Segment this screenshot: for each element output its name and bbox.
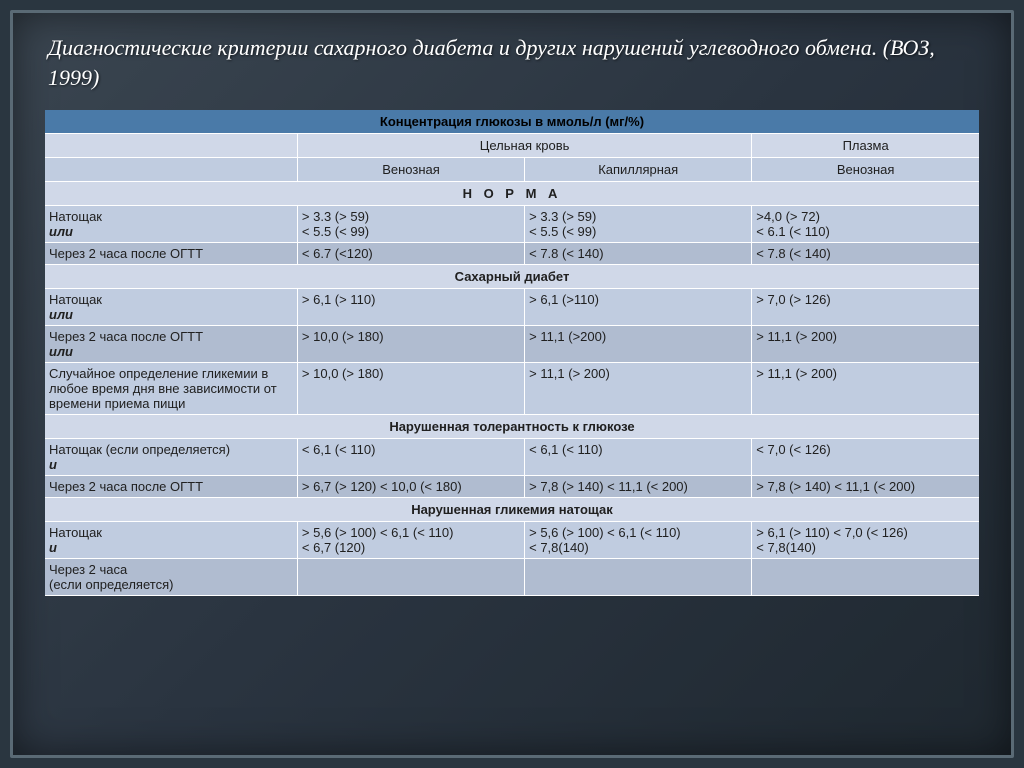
section-igt: Нарушенная толерантность к глюкозе xyxy=(45,415,979,439)
dm-r3-c3: > 11,1 (> 200) xyxy=(752,363,979,415)
header-venous2: Венозная xyxy=(752,158,979,182)
dm-r1-c2: > 6,1 (>110) xyxy=(525,289,752,326)
dm-r3-c1: > 10,0 (> 180) xyxy=(297,363,524,415)
dm-r3-c2: > 11,1 (> 200) xyxy=(525,363,752,415)
igt-r2-c1: > 6,7 (> 120) < 10,0 (< 180) xyxy=(297,476,524,498)
dm-ogtt-label: Через 2 часа после ОГТТили xyxy=(45,326,297,363)
ifg-fasting-label: Натощаки xyxy=(45,522,297,559)
header-capillary: Капиллярная xyxy=(525,158,752,182)
norm-r1-c1: > 3.3 (> 59)< 5.5 (< 99) xyxy=(297,206,524,243)
igt-r2-c2: > 7,8 (> 140) < 11,1 (< 200) xyxy=(525,476,752,498)
header-plasma: Плазма xyxy=(752,134,979,158)
ifg-r1-c1: > 5,6 (> 100) < 6,1 (< 110)< 6,7 (120) xyxy=(297,522,524,559)
igt-r2-c3: > 7,8 (> 140) < 11,1 (< 200) xyxy=(752,476,979,498)
igt-ogtt-label: Через 2 часа после ОГТТ xyxy=(45,476,297,498)
criteria-table: Концентрация глюкозы в ммоль/л (мг/%) Це… xyxy=(45,110,979,596)
dm-fasting-label: Натощакили xyxy=(45,289,297,326)
section-dm: Сахарный диабет xyxy=(45,265,979,289)
igt-r1-c1: < 6,1 (< 110) xyxy=(297,439,524,476)
ifg-empty2 xyxy=(525,559,752,596)
ifg-empty3 xyxy=(752,559,979,596)
dm-r2-c2: > 11,1 (>200) xyxy=(525,326,752,363)
dm-r1-c1: > 6,1 (> 110) xyxy=(297,289,524,326)
header-main: Концентрация глюкозы в ммоль/л (мг/%) xyxy=(45,110,979,134)
section-ifg: Нарушенная гликемия натощак xyxy=(45,498,979,522)
ifg-after2h-label: Через 2 часа(если определяется) xyxy=(45,559,297,596)
igt-fasting-label: Натощак (если определяется)и xyxy=(45,439,297,476)
igt-r1-c2: < 6,1 (< 110) xyxy=(525,439,752,476)
dm-random-label: Случайное определение гликемии в любое в… xyxy=(45,363,297,415)
ifg-empty1 xyxy=(297,559,524,596)
dm-r2-c1: > 10,0 (> 180) xyxy=(297,326,524,363)
norm-r2-c3: < 7.8 (< 140) xyxy=(752,243,979,265)
ifg-r1-c2: > 5,6 (> 100) < 6,1 (< 110)< 7,8(140) xyxy=(525,522,752,559)
header-whole-blood: Цельная кровь xyxy=(297,134,751,158)
slide-frame: Диагностические критерии сахарного диабе… xyxy=(10,10,1014,758)
norm-fasting-label: Натощакили xyxy=(45,206,297,243)
header-venous: Венозная xyxy=(297,158,524,182)
section-norm: Н О Р М А xyxy=(45,182,979,206)
header-empty xyxy=(45,134,297,158)
header-empty2 xyxy=(45,158,297,182)
dm-r2-c3: > 11,1 (> 200) xyxy=(752,326,979,363)
norm-r2-c2: < 7.8 (< 140) xyxy=(525,243,752,265)
slide-title: Диагностические критерии сахарного диабе… xyxy=(13,13,1011,102)
norm-r1-c3: >4,0 (> 72)< 6.1 (< 110) xyxy=(752,206,979,243)
norm-ogtt-label: Через 2 часа после ОГТТ xyxy=(45,243,297,265)
norm-r1-c2: > 3.3 (> 59)< 5.5 (< 99) xyxy=(525,206,752,243)
dm-r1-c3: > 7,0 (> 126) xyxy=(752,289,979,326)
igt-r1-c3: < 7,0 (< 126) xyxy=(752,439,979,476)
norm-r2-c1: < 6.7 (<120) xyxy=(297,243,524,265)
ifg-r1-c3: > 6,1 (> 110) < 7,0 (< 126)< 7,8(140) xyxy=(752,522,979,559)
